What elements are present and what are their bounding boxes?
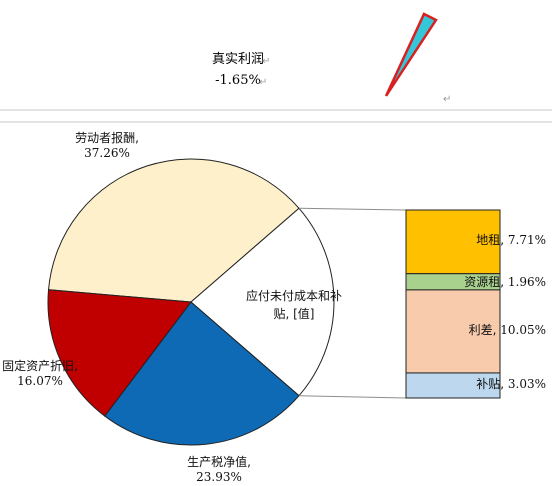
bar-label: 补贴, 3.03% — [476, 377, 546, 391]
pie-label: 劳动者报酬, — [75, 130, 139, 145]
pie-slice — [190, 207, 335, 397]
pie-slice — [104, 301, 300, 446]
callout-value: -1.65% — [215, 73, 261, 88]
pie-slice — [47, 289, 192, 417]
bar-segment — [405, 209, 501, 275]
pie-label: 应付未付成本和补 — [246, 288, 342, 303]
bar-stack-group — [405, 209, 501, 399]
pie-group — [47, 158, 335, 446]
bar-label: 资源租, 1.96% — [464, 275, 546, 289]
bar-label: 利差, 10.05% — [469, 323, 546, 337]
pie-label: 固定资产折旧, — [2, 358, 78, 373]
pie-value-label: 37.26% — [84, 146, 130, 160]
pie-slice — [47, 158, 300, 303]
callout-label: 真实利润 — [212, 52, 264, 67]
callout-outline — [384, 12, 438, 97]
pie-value-label: 16.07% — [17, 374, 63, 388]
paragraph-mark-icon: ↵ — [262, 56, 270, 67]
connector-group — [298, 207, 407, 399]
connector-line — [299, 207, 407, 211]
bar-label: 地租, 7.71% — [476, 233, 546, 247]
pie-label: 贴, [值] — [274, 306, 315, 321]
paragraph-mark-icon: ↵ — [443, 94, 451, 105]
pie-label: 生产税净值, — [187, 454, 251, 469]
connector-line — [298, 395, 407, 399]
paragraph-mark-icon: ↵ — [259, 77, 267, 88]
pie-value-label: 23.93% — [196, 470, 242, 482]
bar-segment — [405, 372, 501, 399]
